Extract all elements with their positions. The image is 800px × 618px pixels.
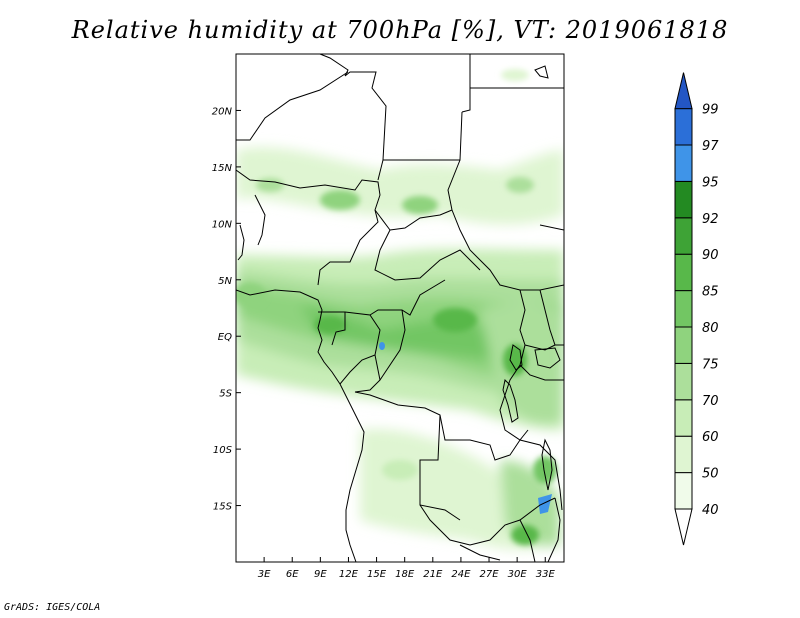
- map-axes: 3E 6E 9E 12E 15E 18E 21E 24E 27E 30E 33E 20N 15N 10N 5…: [212, 106, 556, 580]
- lon-tick-label: 12E: [339, 569, 359, 580]
- colorbar-segment: [674, 362, 693, 401]
- lat-tick-label: 5S: [219, 389, 232, 400]
- lat-tick-label: 5N: [218, 276, 232, 287]
- lon-tick-label: 3E: [258, 569, 271, 580]
- lon-tick-label: 30E: [508, 569, 528, 580]
- colorbar-segment: [674, 217, 693, 255]
- colorbar-segment: [674, 253, 693, 292]
- colorbar-segment: [674, 472, 693, 510]
- colorbar-label: 50: [702, 467, 719, 482]
- colorbar-segment: [674, 290, 693, 328]
- colorbar-segment: [674, 326, 693, 364]
- colorbar-label: 80: [702, 321, 719, 336]
- colorbar-label: 92: [702, 212, 719, 227]
- lat-tick-label: 10S: [213, 445, 233, 456]
- colorbar-lower-arrow: [674, 508, 693, 546]
- colorbar-label: 60: [702, 430, 719, 445]
- colorbar-segment: [674, 108, 693, 146]
- map-frame: [235, 53, 565, 563]
- chart-title: Relative humidity at 700hPa [%], VT: 201…: [71, 16, 729, 44]
- colorbar-segment: [674, 144, 693, 182]
- lon-tick-label: 21E: [423, 569, 443, 580]
- colorbar-upper-arrow: [674, 72, 693, 110]
- lat-tick-label: 10N: [212, 219, 233, 230]
- lon-tick-label: 6E: [286, 569, 299, 580]
- lon-tick-label: 15E: [367, 569, 387, 580]
- colorbar-label: 99: [702, 103, 719, 118]
- colorbar-label: 40: [702, 503, 719, 518]
- lon-tick-label: 33E: [536, 569, 556, 580]
- colorbar-label: 90: [702, 248, 719, 263]
- lon-tick-label: 24E: [451, 569, 471, 580]
- lat-tick-label: 20N: [212, 106, 233, 117]
- lon-tick-label: 9E: [314, 569, 327, 580]
- colorbar-segment: [674, 435, 693, 474]
- colorbar-label: 70: [702, 394, 719, 409]
- colorbar-label: 85: [702, 285, 719, 300]
- humidity-field: [236, 54, 564, 562]
- country-borders: [236, 54, 564, 562]
- lat-tick-label: EQ: [218, 332, 232, 343]
- colorbar: 40 50 60 70 75 80 85 90 92 95 97 99: [674, 72, 719, 546]
- lon-tick-label: 27E: [480, 569, 500, 580]
- colorbar-label: 97: [702, 139, 719, 154]
- credit-text: GrADS: IGES/COLA: [4, 602, 101, 613]
- colorbar-label: 95: [702, 175, 719, 190]
- lat-tick-label: 15N: [212, 163, 233, 174]
- colorbar-segment: [674, 180, 693, 219]
- colorbar-label: 75: [702, 357, 719, 372]
- colorbar-segment: [674, 399, 693, 437]
- lon-tick-label: 18E: [395, 569, 415, 580]
- lat-tick-label: 15S: [213, 502, 233, 513]
